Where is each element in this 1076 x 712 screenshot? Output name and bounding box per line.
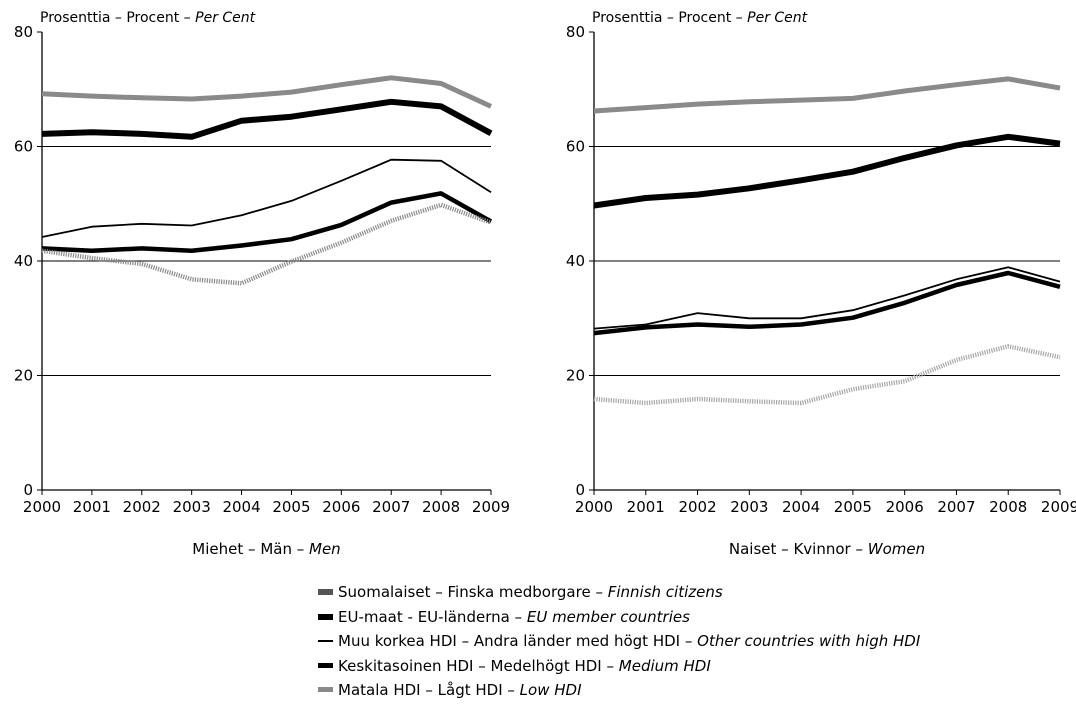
- x-tick-label: 2002: [678, 498, 716, 516]
- x-tick-label: 2004: [222, 498, 260, 516]
- y-tick-label: 40: [14, 252, 33, 270]
- legend-item-finnish-citizens: Suomalaiset – Finska medborgare – Finnis…: [318, 580, 1058, 605]
- y-axis-label: Prosenttia – Procent – Per Cent: [592, 10, 808, 26]
- legend-label: Matala HDI – Lågt HDI – Low HDI: [338, 681, 582, 699]
- x-tick-label: 2007: [937, 498, 975, 516]
- x-tick-label: 2009: [472, 498, 510, 516]
- series-line-finnish-citizens: [41, 75, 493, 109]
- x-axis-label: Naiset – Kvinnor – Women: [729, 540, 925, 558]
- x-tick-label: 2003: [730, 498, 768, 516]
- y-tick-label: 80: [14, 23, 33, 41]
- y-tick-label: 40: [566, 252, 585, 270]
- legend-label: EU-maat - EU-länderna – EU member countr…: [338, 607, 690, 626]
- y-tick-label: 80: [566, 23, 585, 41]
- chart-women: 0 20 40 60 80 2000 2001 2002 2003 2004 2005 2006 200…: [566, 10, 1076, 558]
- x-tick-label: 2004: [782, 498, 820, 516]
- x-tick-label: 2005: [834, 498, 872, 516]
- x-tick-label: 2003: [173, 498, 211, 516]
- legend-swatch: [318, 613, 333, 620]
- legend-swatch: [318, 589, 333, 595]
- legend-swatch: [318, 662, 333, 668]
- legend-swatch: [318, 640, 333, 642]
- x-tick-label: 2001: [627, 498, 665, 516]
- legend-label: Muu korkea HDI – Andra länder med högt H…: [338, 632, 921, 650]
- x-tick-label: 2000: [575, 498, 613, 516]
- y-tick-label: 0: [575, 481, 585, 499]
- y-tick-label: 60: [14, 138, 33, 156]
- legend-swatch: [318, 687, 333, 692]
- series-line-low-hdi: [593, 344, 1061, 406]
- x-tick-label: 2006: [322, 498, 360, 516]
- x-axis-label: Miehet – Män – Men: [192, 540, 340, 558]
- series-line-medium-hdi: [593, 270, 1061, 336]
- series-line-medium-hdi: [41, 191, 493, 253]
- series-line-low-hdi: [41, 202, 492, 286]
- y-tick-label: 0: [23, 481, 33, 499]
- legend-label: Suomalaiset – Finska medborgare – Finnis…: [338, 583, 723, 601]
- y-tick-label: 20: [14, 367, 33, 385]
- legend: Suomalaiset – Finska medborgare – Finnis…: [318, 580, 1058, 703]
- x-tick-label: 2009: [1041, 498, 1076, 516]
- x-tick-label: 2008: [989, 498, 1027, 516]
- x-tick-label: 2002: [123, 498, 161, 516]
- legend-item-medium-hdi: Keskitasoinen HDI – Medelhögt HDI – Medi…: [318, 654, 1058, 679]
- y-tick-label: 20: [566, 367, 585, 385]
- y-tick-label: 60: [566, 138, 585, 156]
- legend-label: Keskitasoinen HDI – Medelhögt HDI – Medi…: [338, 656, 711, 675]
- x-tick-label: 2008: [422, 498, 460, 516]
- x-tick-label: 2006: [886, 498, 924, 516]
- x-tick-label: 2007: [372, 498, 410, 516]
- x-tick-label: 2005: [272, 498, 310, 516]
- series-line-high-hdi: [41, 158, 492, 238]
- series-line-eu-countries: [41, 98, 493, 140]
- y-axis-label: Prosenttia – Procent – Per Cent: [40, 10, 256, 26]
- chart-men: 0 20 40 60 80 2000 2001 2002 2003 2004 2005 2006 200…: [14, 10, 510, 558]
- series-line-eu-countries: [593, 133, 1061, 209]
- series-line-finnish-citizens: [593, 76, 1061, 114]
- legend-item-high-hdi: Muu korkea HDI – Andra länder med högt H…: [318, 629, 1058, 654]
- legend-item-eu-countries: EU-maat - EU-länderna – EU member countr…: [318, 605, 1058, 630]
- x-tick-label: 2000: [23, 498, 61, 516]
- x-tick-label: 2001: [73, 498, 111, 516]
- series-line-high-hdi: [593, 266, 1061, 330]
- legend-item-low-hdi: Matala HDI – Lågt HDI – Low HDI: [318, 678, 1058, 703]
